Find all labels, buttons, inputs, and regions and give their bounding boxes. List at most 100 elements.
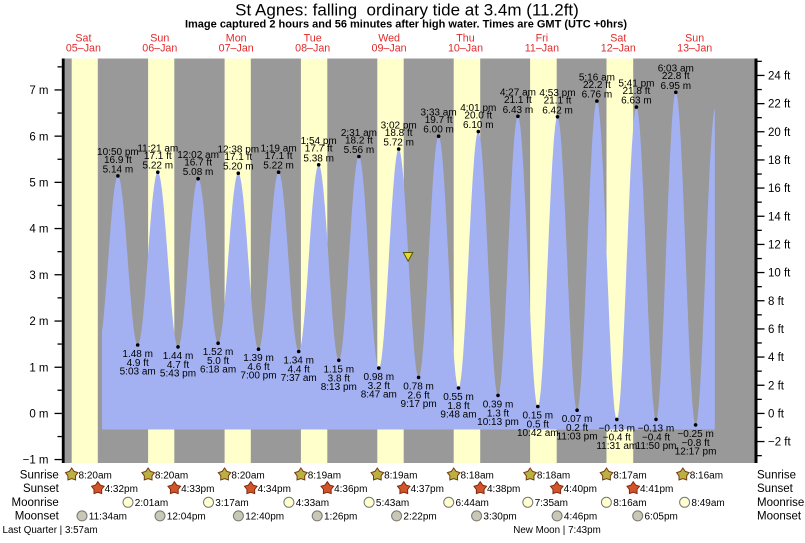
svg-text:0.07 m: 0.07 m — [562, 414, 593, 425]
svg-text:21.8 ft: 21.8 ft — [622, 86, 650, 97]
svg-text:22.2 ft: 22.2 ft — [583, 80, 611, 91]
svg-text:08–Jan: 08–Jan — [295, 42, 330, 54]
svg-text:5 m: 5 m — [29, 178, 48, 190]
svg-text:6.42 m: 6.42 m — [542, 105, 573, 116]
svg-text:Fri: Fri — [536, 32, 548, 44]
svg-text:Moonrise: Moonrise — [11, 497, 58, 509]
svg-text:6.63 m: 6.63 m — [621, 96, 652, 107]
svg-text:4:27 am: 4:27 am — [500, 88, 536, 99]
svg-text:1.44 m: 1.44 m — [163, 351, 194, 362]
svg-text:11:21 am: 11:21 am — [137, 144, 178, 155]
svg-text:5.20 m: 5.20 m — [223, 162, 254, 173]
svg-text:6:18 am: 6:18 am — [200, 365, 236, 376]
svg-text:0.39 m: 0.39 m — [483, 399, 514, 410]
svg-text:2.6 ft: 2.6 ft — [407, 390, 429, 401]
svg-text:17.1 ft: 17.1 ft — [224, 152, 252, 163]
svg-text:Sunset: Sunset — [757, 483, 794, 495]
svg-text:3:02 pm: 3:02 pm — [381, 120, 417, 131]
svg-text:Mon: Mon — [226, 32, 247, 44]
svg-text:7:00 pm: 7:00 pm — [240, 371, 276, 382]
svg-text:12:17 pm: 12:17 pm — [675, 446, 717, 457]
svg-text:10:42 am: 10:42 am — [517, 428, 559, 439]
svg-text:5:16 am: 5:16 am — [579, 72, 615, 83]
svg-text:3:17am: 3:17am — [215, 498, 248, 509]
svg-text:Sun: Sun — [150, 32, 169, 44]
svg-text:Sunset: Sunset — [23, 483, 60, 495]
svg-text:1:54 pm: 1:54 pm — [301, 136, 337, 147]
svg-text:2 ft: 2 ft — [768, 380, 785, 392]
svg-text:24 ft: 24 ft — [768, 71, 791, 83]
svg-text:Thu: Thu — [456, 32, 474, 44]
svg-text:4:38pm: 4:38pm — [487, 484, 520, 495]
svg-text:12–Jan: 12–Jan — [601, 42, 636, 54]
svg-text:8:49am: 8:49am — [691, 498, 724, 509]
svg-text:0.55 m: 0.55 m — [443, 392, 474, 403]
svg-text:2 m: 2 m — [29, 316, 48, 328]
svg-text:4:36pm: 4:36pm — [334, 484, 367, 495]
svg-text:5:03 am: 5:03 am — [120, 367, 156, 378]
svg-text:12:38 pm: 12:38 pm — [217, 145, 259, 156]
svg-text:Wed: Wed — [378, 32, 400, 44]
svg-text:4:34pm: 4:34pm — [258, 484, 291, 495]
svg-text:4 ft: 4 ft — [768, 352, 785, 364]
svg-text:0.78 m: 0.78 m — [403, 381, 434, 392]
svg-text:4:32pm: 4:32pm — [105, 484, 138, 495]
svg-text:Sunrise: Sunrise — [20, 470, 59, 482]
svg-text:New Moon | 7:43pm: New Moon | 7:43pm — [513, 525, 601, 536]
svg-text:4:37pm: 4:37pm — [411, 484, 444, 495]
svg-text:2:01am: 2:01am — [135, 498, 168, 509]
svg-text:8:20am: 8:20am — [155, 471, 188, 482]
svg-text:5:43 pm: 5:43 pm — [160, 368, 196, 379]
svg-text:St Agnes: falling ordinary ti: St Agnes: falling ordinary tide at 3.4m … — [235, 1, 579, 20]
svg-text:10 ft: 10 ft — [768, 268, 791, 280]
svg-text:Last Quarter | 3:57am: Last Quarter | 3:57am — [3, 525, 98, 536]
svg-text:1.8 ft: 1.8 ft — [447, 401, 469, 412]
svg-text:6.76 m: 6.76 m — [582, 90, 613, 101]
svg-text:1.34 m: 1.34 m — [283, 356, 314, 367]
svg-text:14 ft: 14 ft — [768, 211, 791, 223]
svg-text:09–Jan: 09–Jan — [372, 42, 407, 54]
svg-text:8:18am: 8:18am — [537, 471, 570, 482]
svg-text:20.0 ft: 20.0 ft — [464, 111, 492, 122]
svg-text:6 m: 6 m — [29, 131, 48, 143]
svg-text:Image captured 2 hours and 56: Image captured 2 hours and 56 minutes af… — [185, 19, 627, 31]
svg-text:22.8 ft: 22.8 ft — [662, 71, 690, 82]
svg-text:4:33am: 4:33am — [296, 498, 329, 509]
svg-text:5.56 m: 5.56 m — [344, 145, 375, 156]
svg-text:9:48 am: 9:48 am — [440, 410, 476, 421]
svg-text:Sunrise: Sunrise — [757, 470, 796, 482]
svg-text:5.38 m: 5.38 m — [303, 153, 334, 164]
svg-text:5.08 m: 5.08 m — [183, 167, 214, 178]
svg-text:19.7 ft: 19.7 ft — [425, 115, 453, 126]
svg-text:6:05pm: 6:05pm — [645, 511, 678, 522]
svg-text:5.22 m: 5.22 m — [263, 161, 294, 172]
svg-text:Tue: Tue — [304, 32, 322, 44]
svg-text:21.1 ft: 21.1 ft — [504, 95, 532, 106]
svg-text:8 ft: 8 ft — [768, 296, 785, 308]
svg-text:8:20am: 8:20am — [79, 471, 112, 482]
svg-text:1.3 ft: 1.3 ft — [487, 408, 509, 419]
svg-text:−0.25 m: −0.25 m — [677, 429, 713, 440]
svg-text:4:41pm: 4:41pm — [640, 484, 673, 495]
svg-text:0.98 m: 0.98 m — [364, 372, 395, 383]
svg-text:6.10 m: 6.10 m — [463, 120, 494, 131]
svg-text:11–Jan: 11–Jan — [525, 42, 559, 54]
svg-text:20 ft: 20 ft — [768, 127, 791, 139]
svg-text:5.0 ft: 5.0 ft — [207, 356, 229, 367]
svg-text:17.1 ft: 17.1 ft — [144, 151, 172, 162]
svg-text:−0.13 m: −0.13 m — [638, 423, 674, 434]
svg-text:8:19am: 8:19am — [308, 471, 341, 482]
svg-text:17.1 ft: 17.1 ft — [265, 151, 293, 162]
svg-text:5:41 pm: 5:41 pm — [618, 78, 654, 89]
svg-text:8:17am: 8:17am — [613, 471, 646, 482]
svg-text:1.48 m: 1.48 m — [122, 349, 153, 360]
svg-text:13–Jan: 13–Jan — [677, 42, 712, 54]
svg-text:05–Jan: 05–Jan — [66, 42, 101, 54]
svg-text:18.8 ft: 18.8 ft — [385, 128, 413, 139]
svg-text:4.9 ft: 4.9 ft — [127, 358, 149, 369]
svg-text:10–Jan: 10–Jan — [448, 42, 483, 54]
svg-text:07–Jan: 07–Jan — [219, 42, 254, 54]
svg-text:5.22 m: 5.22 m — [143, 161, 174, 172]
svg-text:3:33 am: 3:33 am — [421, 108, 457, 119]
svg-text:Moonset: Moonset — [15, 510, 60, 522]
